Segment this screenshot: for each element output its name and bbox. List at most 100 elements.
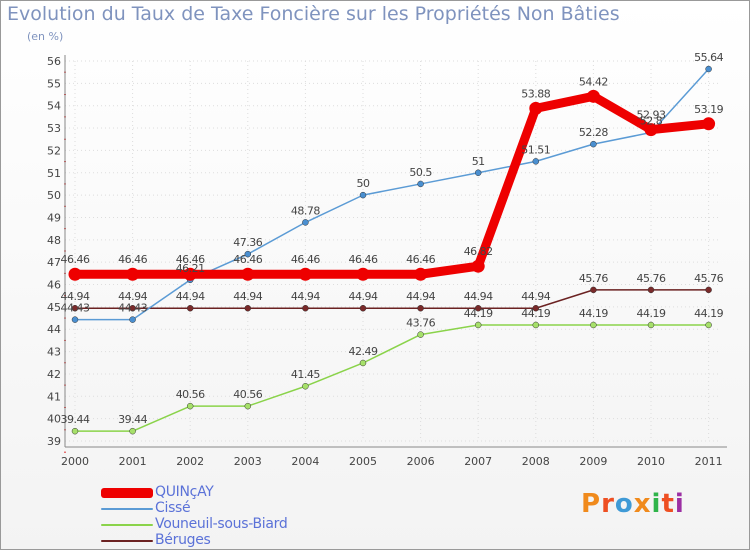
data-label-quin-ay-2003: 46.46: [233, 253, 262, 266]
logo-letter: x: [633, 489, 652, 519]
x-tick-label-2011: 2011: [695, 455, 723, 468]
data-label-vouneuil-sous-biard-2000: 39.44: [61, 413, 90, 426]
point-vouneuil-sous-biard-2011: [705, 321, 712, 329]
data-label-b-ruges-2001: 44.94: [118, 290, 147, 303]
data-label-vouneuil-sous-biard-2005: 42.49: [349, 345, 378, 358]
data-label-ciss--2010: 52.8: [640, 115, 663, 128]
y-tick-label-54: 54: [47, 100, 61, 113]
data-label-vouneuil-sous-biard-2008: 44.19: [521, 307, 550, 320]
data-label-ciss--2006: 50.5: [409, 166, 432, 179]
grid-layer: [65, 60, 719, 442]
data-label-quin-ay-2004: 46.46: [291, 253, 320, 266]
point-ciss--2008: [532, 158, 540, 165]
point-b-ruges-2004: [302, 304, 309, 312]
series-layer: [68, 65, 716, 435]
data-label-b-ruges-2002: 44.94: [176, 290, 205, 303]
point-quin-ay-2011: [702, 117, 716, 131]
data-label-ciss--2011: 55.64: [694, 51, 723, 64]
y-tick-label-44: 44: [47, 323, 61, 336]
point-b-ruges-2001: [129, 304, 136, 312]
logo-letter: o: [614, 489, 634, 519]
y-tick-label-48: 48: [47, 234, 61, 247]
point-vouneuil-sous-biard-2008: [532, 321, 540, 329]
logo-letter: i: [674, 489, 685, 519]
point-b-ruges-2009: [590, 286, 597, 294]
y-tick-label-45: 45: [47, 301, 61, 314]
data-label-b-ruges-2011: 45.76: [694, 272, 723, 285]
point-quin-ay-2005: [356, 267, 370, 281]
point-b-ruges-2011: [705, 286, 712, 294]
point-quin-ay-2002: [183, 267, 197, 281]
data-label-quin-ay-2005: 46.46: [349, 253, 378, 266]
data-label-b-ruges-2008: 44.94: [521, 290, 550, 303]
data-label-vouneuil-sous-biard-2009: 44.19: [579, 307, 608, 320]
data-label-b-ruges-2009: 45.76: [579, 272, 608, 285]
y-tick-label-39: 39: [47, 435, 61, 448]
y-tick-label-53: 53: [47, 122, 61, 135]
data-label-b-ruges-2005: 44.94: [349, 290, 378, 303]
data-label-vouneuil-sous-biard-2007: 44.19: [464, 307, 493, 320]
data-label-quin-ay-2008: 53.88: [521, 87, 550, 100]
data-label-vouneuil-sous-biard-2004: 41.45: [291, 368, 320, 381]
data-label-b-ruges-2007: 44.94: [464, 290, 493, 303]
y-tick-label-42: 42: [47, 368, 61, 381]
point-ciss--2006: [417, 180, 424, 188]
point-b-ruges-2002: [186, 304, 194, 312]
point-b-ruges-2007: [474, 304, 482, 312]
point-b-ruges-2000: [71, 304, 79, 312]
y-tick-label-49: 49: [47, 211, 61, 224]
data-label-ciss--2004: 48.78: [291, 204, 320, 217]
point-b-ruges-2008: [532, 304, 540, 312]
data-label-quin-ay-2010: 52.93: [637, 109, 666, 122]
x-tick-label-2004: 2004: [291, 455, 319, 468]
x-tick-label-2003: 2003: [234, 455, 262, 468]
data-label-vouneuil-sous-biard-2003: 40.56: [233, 388, 262, 401]
series-line-ciss-: [74, 68, 710, 321]
data-label-vouneuil-sous-biard-2001: 39.44: [118, 413, 147, 426]
x-tick-label-2008: 2008: [522, 455, 550, 468]
legend-swatch-quincay: [101, 488, 153, 498]
point-quin-ay-2000: [68, 267, 82, 281]
point-quin-ay-2007: [471, 259, 485, 273]
y-tick-label-55: 55: [47, 77, 61, 90]
point-quin-ay-2003: [241, 267, 255, 281]
y-tick-label-46: 46: [47, 279, 61, 292]
chart-title: Evolution du Taux de Taxe Foncière sur l…: [7, 3, 620, 25]
proxiti-logo: Proxiti: [581, 489, 685, 519]
legend-label-quincay: QUINçAY: [155, 484, 214, 500]
x-tick-label-2002: 2002: [176, 455, 204, 468]
series-line-vouneuil-sous-biard: [74, 324, 710, 432]
point-b-ruges-2005: [359, 304, 367, 312]
series-line-quin-ay: [70, 91, 714, 279]
point-quin-ay-2004: [298, 267, 312, 281]
x-tick-label-2006: 2006: [407, 455, 435, 468]
point-vouneuil-sous-biard-2010: [647, 321, 655, 329]
label-layer: 39.44 39.44 40.56 40.56 41.45 42.49 43.76 44.19…: [61, 51, 725, 426]
logo-letter: P: [581, 489, 602, 519]
x-tick-label-2005: 2005: [349, 455, 377, 468]
legend-swatch-cisse: [101, 508, 153, 510]
y-tick-label-40: 40: [47, 413, 61, 426]
x-tick-label-2010: 2010: [637, 455, 665, 468]
data-label-ciss--2001: 44.43: [118, 302, 147, 315]
point-quin-ay-2009: [586, 89, 600, 103]
y-tick-label-50: 50: [47, 189, 61, 202]
legend-label-beruges: Béruges: [155, 532, 211, 548]
legend-label-vouneuil: Vouneuil-sous-Biard: [155, 516, 288, 532]
point-ciss--2001: [129, 316, 136, 323]
point-quin-ay-2001: [126, 267, 140, 281]
data-label-quin-ay-2007: 46.82: [464, 245, 493, 258]
point-vouneuil-sous-biard-2006: [417, 331, 424, 338]
data-label-vouneuil-sous-biard-2011: 44.19: [694, 307, 723, 320]
data-label-b-ruges-2000: 44.94: [61, 290, 90, 303]
point-ciss--2009: [590, 140, 597, 148]
point-b-ruges-2010: [647, 286, 655, 294]
logo-letter: i: [651, 489, 662, 519]
point-quin-ay-2006: [414, 267, 428, 281]
point-vouneuil-sous-biard-2004: [302, 382, 309, 390]
data-label-ciss--2008: 51.51: [521, 143, 550, 156]
data-label-b-ruges-2004: 44.94: [291, 290, 320, 303]
data-label-quin-ay-2011: 53.19: [694, 103, 723, 116]
data-label-vouneuil-sous-biard-2006: 43.76: [406, 317, 435, 330]
